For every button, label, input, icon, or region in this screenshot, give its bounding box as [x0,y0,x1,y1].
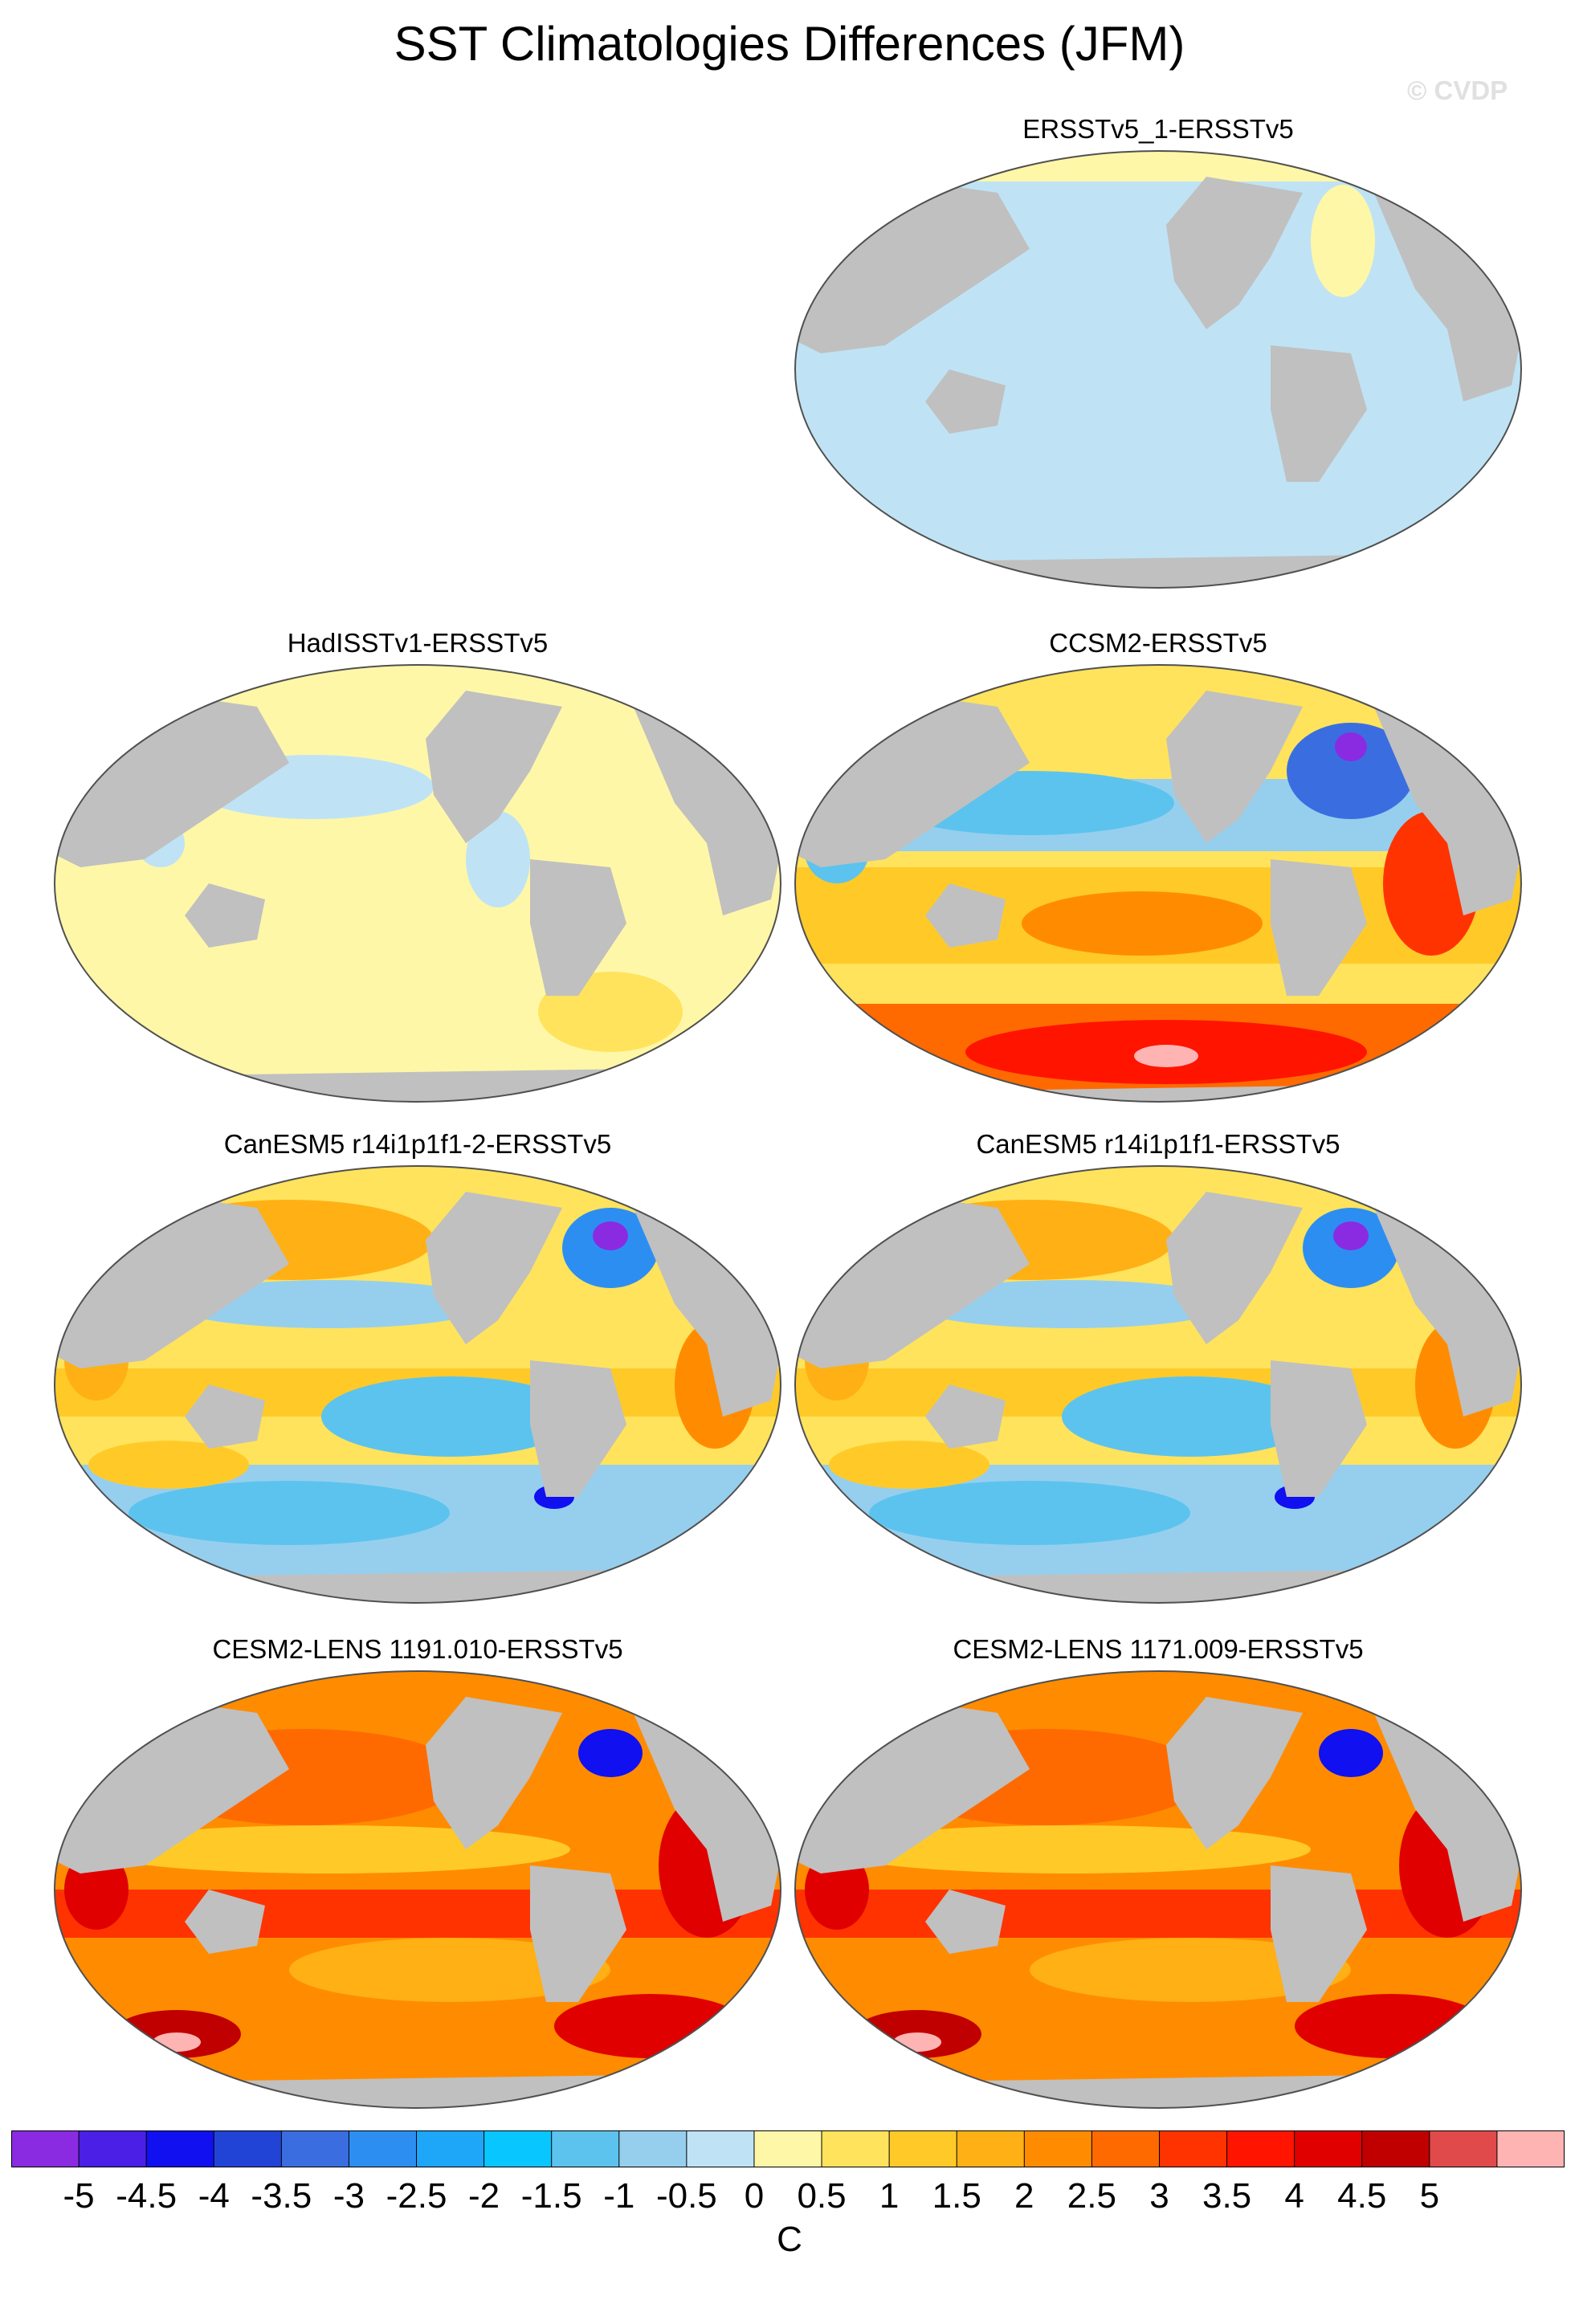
colorbar-tick-label: 0.5 [797,2176,847,2216]
colorbar-box [888,2130,958,2167]
colorbar-tick-label: -0.5 [655,2176,717,2216]
colorbar-box [1158,2130,1228,2167]
map-panel-ccsm2: CCSM2-ERSSTv5 [789,628,1528,1110]
sst-difference-map [794,1670,1522,2109]
colorbar-tick-label: -5 [63,2176,95,2216]
colorbar-box [416,2130,485,2167]
colorbar-box [1226,2130,1295,2167]
sst-difference-map [54,1670,781,2109]
map-panel-cesm2-lens-1191: CESM2-LENS 1191.010-ERSSTv5 [48,1634,787,2116]
colorbar-tick-label: 4.5 [1337,2176,1387,2216]
map-panel-ersstv5-1: ERSSTv5_1-ERSSTv5 [789,114,1528,596]
colorbar-tick-label: 2.5 [1067,2176,1116,2216]
colorbar-tick-label: -1.5 [520,2176,582,2216]
panel-title: ERSSTv5_1-ERSSTv5 [1022,114,1294,144]
colorbar-tick-label: 1.5 [932,2176,981,2216]
colorbar-box [145,2130,215,2167]
colorbar-box [1496,2130,1565,2167]
colorbar-box [78,2130,148,2167]
colorbar-box [11,2130,80,2167]
colorbar-tick-label: -4 [198,2176,230,2216]
colorbar-tick-label: 1 [879,2176,900,2216]
colorbar-box [956,2130,1026,2167]
colorbar-tick-label: -2 [468,2176,500,2216]
colorbar-tick-label: -3 [333,2176,365,2216]
colorbar-unit-label: C [777,2220,802,2259]
colorbar-box [348,2130,418,2167]
map-panel-canesm5: CanESM5 r14i1p1f1-ERSSTv5 [789,1129,1528,1611]
map-panel-hadisstv1: HadISSTv1-ERSSTv5 [48,628,787,1110]
sst-difference-map [54,1165,781,1604]
figure-title: SST Climatologies Differences (JFM) [394,17,1185,71]
colorbar-tick-label: -3.5 [251,2176,312,2216]
colorbar-tick-label: 2 [1014,2176,1034,2216]
colorbar-box [1429,2130,1498,2167]
colorbar-box [1091,2130,1161,2167]
panel-title: CESM2-LENS 1171.009-ERSSTv5 [953,1634,1364,1664]
colorbar-tick-label: -1 [603,2176,635,2216]
colorbar-box [821,2130,891,2167]
colorbar-box [618,2130,687,2167]
panel-title: CanESM5 r14i1p1f1-ERSSTv5 [976,1129,1340,1159]
sst-difference-map [794,150,1522,589]
colorbar-tick-label: 0 [744,2176,765,2216]
colorbar-box [213,2130,283,2167]
sst-difference-map [54,664,781,1103]
sst-difference-map [794,664,1522,1103]
colorbar-tick-label: 4 [1284,2176,1304,2216]
panel-title: HadISSTv1-ERSSTv5 [287,628,549,658]
colorbar-tick-label: 5 [1419,2176,1440,2216]
colorbar-tick-label: -2.5 [386,2176,447,2216]
colorbar-box [483,2130,553,2167]
colorbar-box [1023,2130,1093,2167]
map-panel-canesm5-2: CanESM5 r14i1p1f1-2-ERSSTv5 [48,1129,787,1611]
panel-title: CanESM5 r14i1p1f1-2-ERSSTv5 [223,1129,612,1159]
panel-title: CCSM2-ERSSTv5 [1049,628,1267,658]
colorbar-box [753,2130,823,2167]
sst-difference-map [794,1165,1522,1604]
colorbar-tick-label: 3 [1149,2176,1169,2216]
map-panel-cesm2-lens-1171: CESM2-LENS 1171.009-ERSSTv5 [789,1634,1528,2116]
panel-title: CESM2-LENS 1191.010-ERSSTv5 [212,1634,623,1664]
colorbar-box [1361,2130,1430,2167]
cvdp-watermark: © CVDP [1407,75,1508,105]
colorbar-tick-label: 3.5 [1202,2176,1252,2216]
colorbar [11,2130,1565,2167]
colorbar-box [686,2130,755,2167]
colorbar-box [551,2130,620,2167]
colorbar-box [1294,2130,1363,2167]
colorbar-tick-label: -4.5 [116,2176,177,2216]
colorbar-box [280,2130,350,2167]
